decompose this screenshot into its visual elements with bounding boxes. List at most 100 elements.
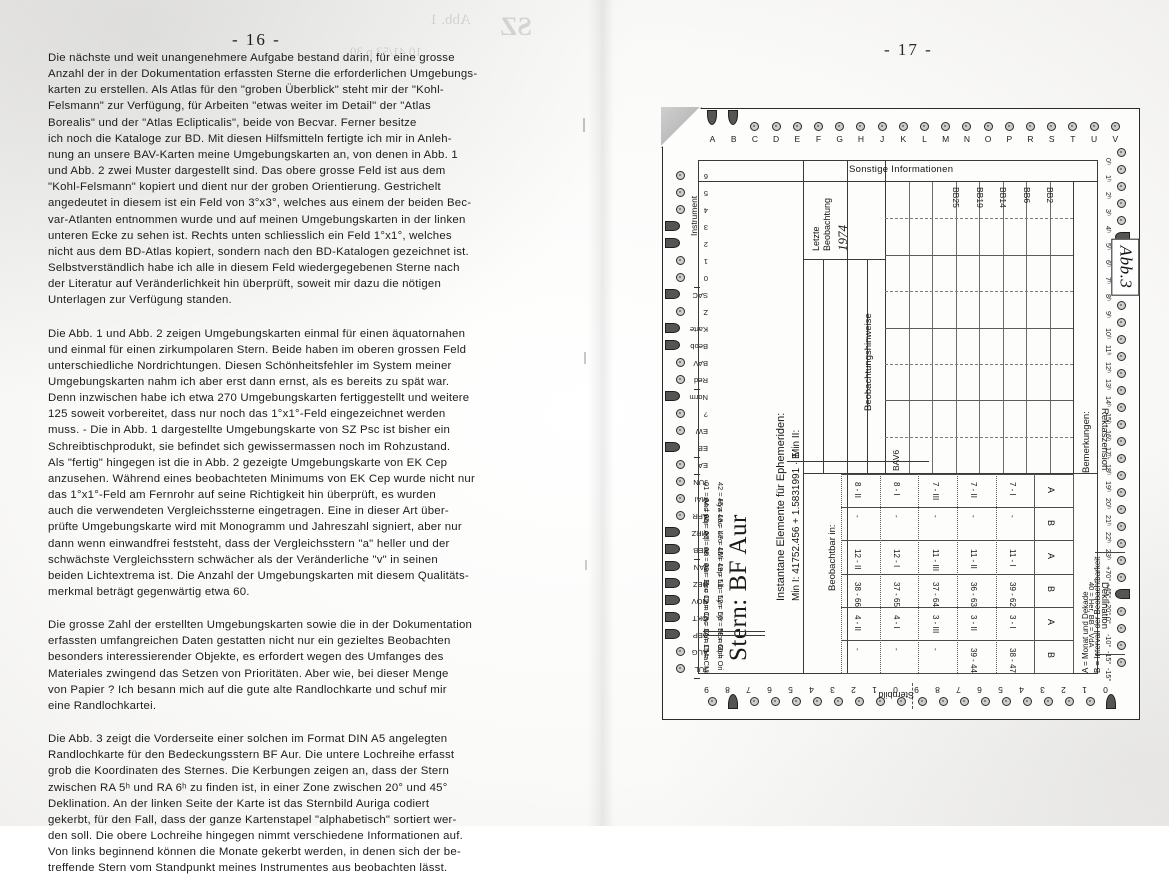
top-label-S: S — [1048, 134, 1055, 144]
notch-left-Karte — [665, 323, 680, 333]
info-col-BB2: BB2 — [1045, 187, 1055, 204]
obs-cell-r0-c0: 7 - I — [1007, 482, 1017, 497]
hole-right-_45_ — [1117, 573, 1126, 582]
hole-bottom-12 — [960, 697, 969, 706]
hole-bottom-17 — [1065, 697, 1074, 706]
obs-header-1: B — [1045, 519, 1056, 526]
notch-top-B — [728, 110, 739, 125]
hole-left-EA — [676, 460, 685, 469]
obs-cell-r4-c5: - — [853, 648, 863, 651]
hole-right-0_ — [1117, 148, 1126, 157]
hole-right-11_ — [1117, 335, 1126, 344]
right-label-12_: 12ʰ — [1104, 362, 1113, 373]
top-label-B: B — [730, 134, 737, 144]
info-col-BB6: BB6 — [1021, 187, 1032, 204]
scan-artifact-3 — [585, 560, 587, 570]
right-label-22_: 22ʰ — [1104, 532, 1113, 543]
obs-header-4: A — [1045, 619, 1056, 626]
bottom-label-2: 7 — [746, 685, 751, 695]
obs-cell-r4-c1: - — [853, 515, 863, 519]
obs-header-3: B — [1045, 586, 1056, 593]
hole-right-13_ — [1117, 369, 1126, 378]
hole-right-22_ — [1117, 522, 1126, 531]
hole-right-9_ — [1117, 301, 1126, 310]
hole-right-4_ — [1117, 216, 1126, 225]
other-info-label: Sonstige Informationen — [849, 164, 954, 175]
hole-bottom-3 — [771, 697, 780, 706]
right-label-4_: 4ʰ — [1104, 226, 1113, 233]
hole-left-JUN — [676, 477, 685, 486]
right-group-divider — [1095, 552, 1125, 553]
rule-remarks-left — [1073, 182, 1074, 473]
hole-right-18_ — [1117, 454, 1126, 463]
notch-left-MRZ — [665, 527, 680, 537]
hole-left-MAI — [676, 494, 685, 503]
right-label-20_: 20ʰ — [1104, 498, 1113, 509]
top-label-M: M — [942, 134, 950, 144]
hole-top-G — [835, 122, 845, 131]
obs-rule-v-6 — [841, 474, 842, 673]
bottom-label-17: 2 — [1061, 685, 1066, 695]
obs-header-2: A — [1045, 552, 1056, 559]
last-obs-label: Letzte Beobachtung — [811, 197, 832, 251]
top-label-T: T — [1070, 134, 1076, 144]
paragraph-1: Die nächste und weit unangenehmere Aufga… — [48, 52, 478, 307]
hole-right-19_ — [1117, 471, 1126, 480]
top-label-N: N — [963, 134, 970, 144]
bottom-label-7: 2 — [851, 685, 856, 695]
right-label-0_: 0ʰ — [1104, 158, 1113, 165]
observable-table: A B A B A B 7 - I - 11 - I 39 - 62 3 - I 38 - 47 7 -… — [841, 474, 1074, 674]
hole-top-V — [1110, 122, 1120, 131]
hints-grid-h-6 — [885, 400, 1073, 402]
rule-caption-split — [803, 161, 804, 673]
hole-left-JUL — [676, 664, 685, 673]
right-label-_70_: +70° — [1104, 566, 1113, 582]
obs-cell-r2-c2: 11 - III — [930, 548, 940, 571]
hole-right-20_ — [1117, 488, 1126, 497]
hints-grid-h-1 — [885, 218, 1073, 220]
hole-bottom-15 — [1023, 697, 1032, 706]
notch-left-JAN — [665, 561, 680, 571]
hole-left-4 — [676, 205, 685, 214]
hole-left-_ — [676, 409, 685, 418]
obs-cell-r4-c3: 38 - 66 — [853, 581, 863, 607]
obs-cell-r1-c1: - — [969, 515, 979, 519]
punch-card-body — [662, 108, 1140, 720]
rule-star-underline2 — [703, 635, 765, 636]
top-label-F: F — [815, 134, 822, 144]
top-label-C: C — [751, 134, 758, 144]
info-col-BB14: BB14 — [998, 187, 1008, 208]
bottom-label-11: 8 — [935, 685, 940, 695]
bottom-label-15: 4 — [1019, 685, 1024, 695]
obs-cell-r2-c3: 37 - 64 — [930, 581, 940, 607]
rule-ephem-split — [847, 161, 848, 673]
hole-top-E — [792, 122, 802, 131]
bottom-label-0: 9 — [704, 685, 709, 695]
obs-cell-r3-c2: 12 - I — [891, 548, 901, 567]
hole-left-Z — [676, 307, 685, 316]
top-label-E: E — [794, 134, 801, 144]
hole-right-_15_ — [1117, 641, 1126, 650]
paragraph-3: Die grosse Zahl der erstellten Umgebungs… — [48, 619, 473, 712]
hints-grid-h-2 — [885, 254, 1073, 256]
left-page-body: Die nächste und weit unangenehmere Aufga… — [48, 50, 550, 894]
hole-right-2_ — [1117, 182, 1126, 191]
notch-left-EB — [665, 442, 680, 452]
const-code-15: 15 = CMi — [702, 644, 711, 674]
hole-bottom-6 — [834, 697, 843, 706]
right-label-_15_: -15° — [1104, 651, 1113, 665]
obs-hints-label: Beobachtungshinweise — [863, 313, 874, 411]
bottom-label-4: 5 — [788, 685, 793, 695]
hints-grid-h-4 — [885, 327, 1073, 329]
obs-cell-r2-c0: 7 - III — [930, 482, 940, 501]
notch-top-A — [707, 110, 717, 125]
figure-label-text: Abb.3 — [1116, 245, 1136, 289]
bleedthrough-ghost-2: Abb. 1 — [430, 12, 471, 28]
hole-bottom-16 — [1044, 697, 1053, 706]
obs-header-5: B — [1045, 652, 1056, 659]
right-label-_15_: -15° — [1104, 668, 1113, 682]
top-label-V: V — [1112, 134, 1119, 144]
scan-artifact-1 — [583, 118, 585, 132]
right-label-19_: 19ʰ — [1104, 481, 1113, 492]
hole-right-_10_ — [1117, 624, 1126, 633]
